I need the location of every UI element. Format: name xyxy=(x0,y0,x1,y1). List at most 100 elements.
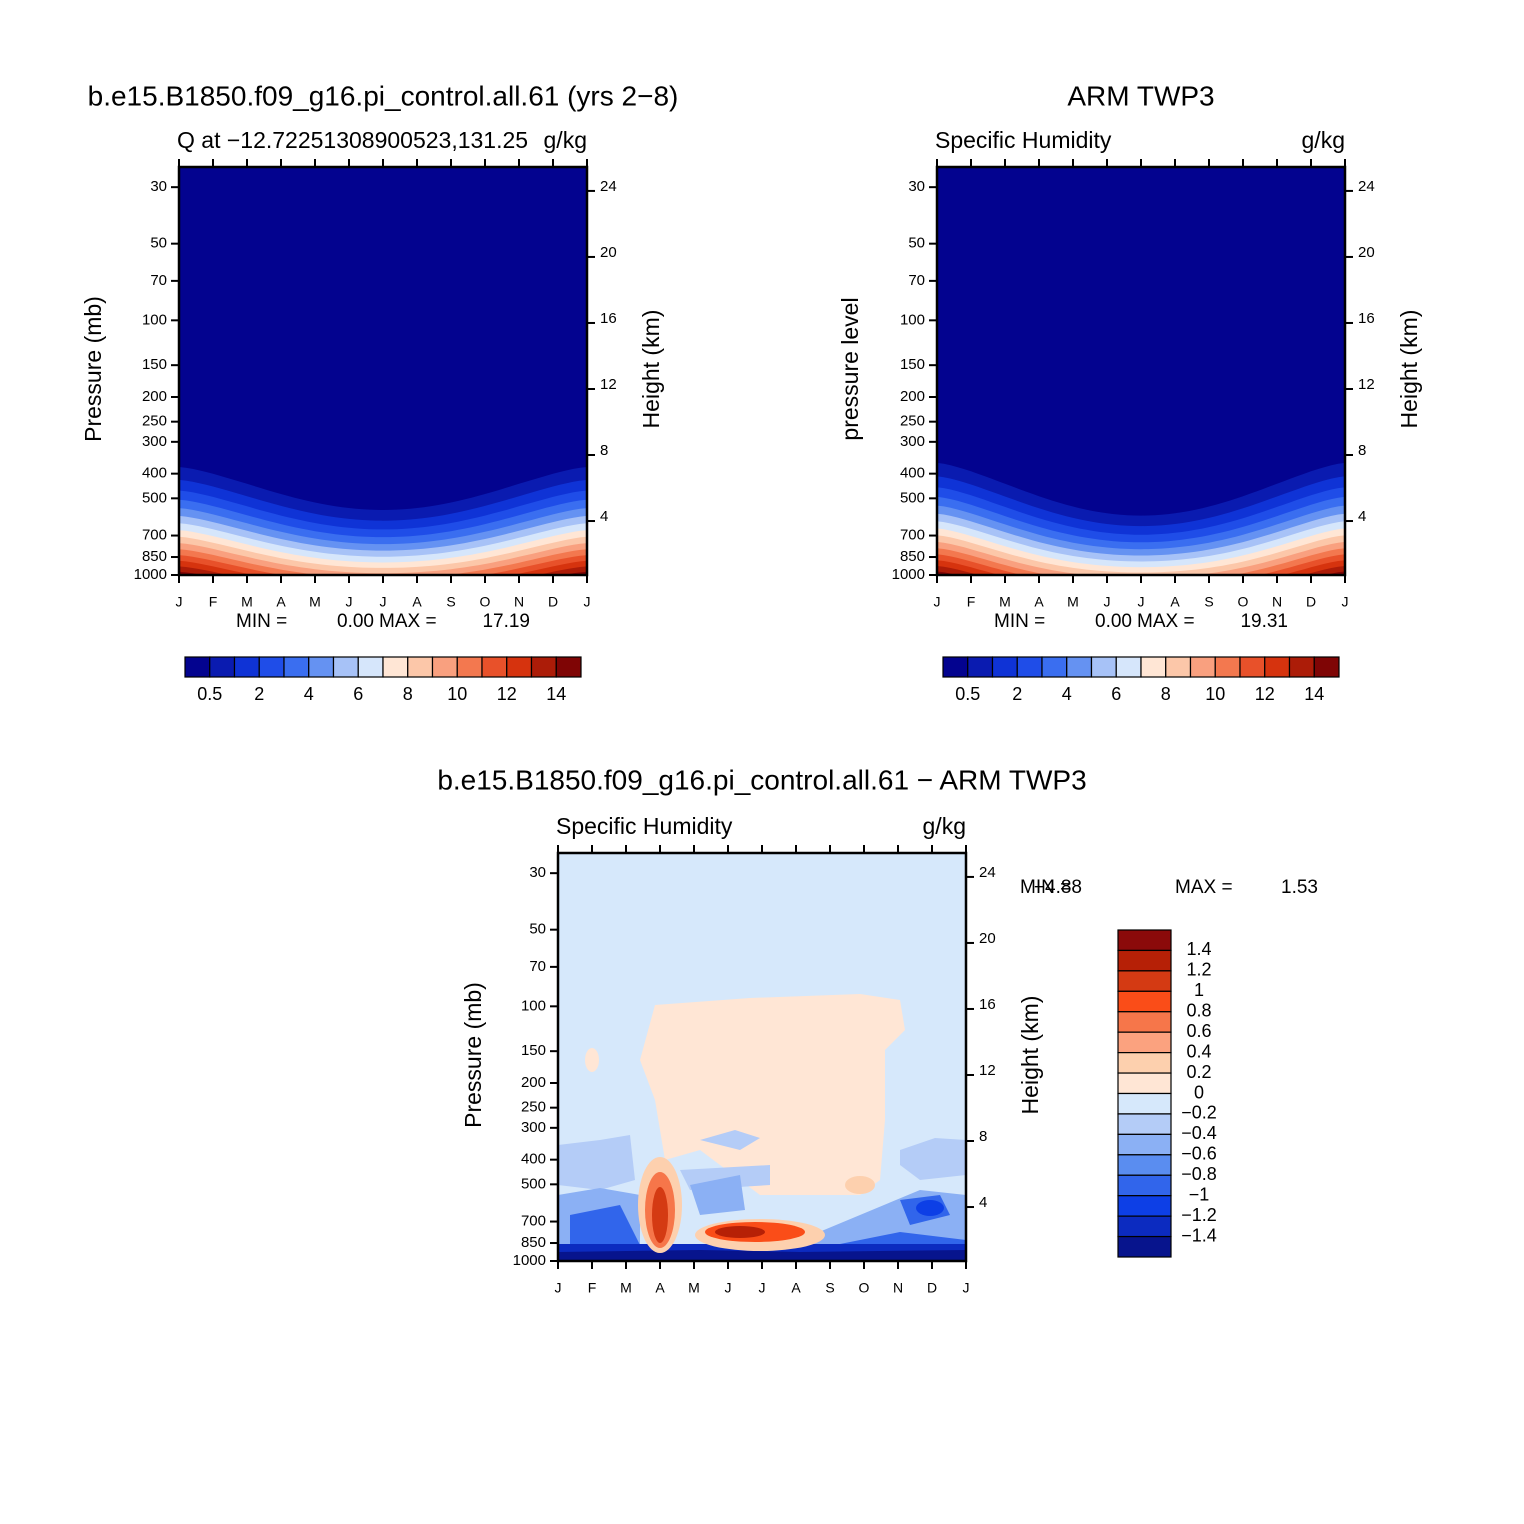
y-axis-label: pressure level xyxy=(837,297,863,440)
colorbar-label: 6 xyxy=(1111,684,1121,704)
colorbar-box xyxy=(1117,1215,1172,1238)
colorbar-box xyxy=(1189,656,1216,678)
colorbar-label: 2 xyxy=(254,684,264,704)
colorbar-box xyxy=(1117,1011,1172,1033)
contour-field xyxy=(558,853,966,1261)
y-tick-label: 200 xyxy=(521,1074,546,1091)
colorbar-box xyxy=(1264,656,1291,678)
y-tick-label: 150 xyxy=(142,356,167,373)
colorbar-label: 0.8 xyxy=(1186,1001,1211,1021)
y-tick-label: 1000 xyxy=(134,566,167,583)
y2-tick-label: 8 xyxy=(1358,442,1366,459)
max-text: MAX = xyxy=(1137,611,1195,632)
colorbar-box xyxy=(184,656,211,678)
y-tick-label: 250 xyxy=(142,413,167,430)
y-tick-label: 400 xyxy=(900,465,925,482)
colorbar-box xyxy=(1288,656,1315,678)
colorbar-box xyxy=(258,656,285,678)
contour-fill xyxy=(179,543,587,575)
colorbar-label: 12 xyxy=(497,684,517,704)
y-tick-label: 70 xyxy=(529,958,546,975)
contour-fill xyxy=(937,560,1345,575)
x-tick-label: J xyxy=(963,1280,970,1296)
colorbar-box xyxy=(1016,656,1043,678)
colorbar-label: 8 xyxy=(403,684,413,704)
colorbar-label: −0.6 xyxy=(1181,1144,1217,1164)
colorbar-box xyxy=(530,656,557,678)
contour-fill xyxy=(558,1175,966,1250)
x-tick-label: J xyxy=(380,594,387,610)
colorbar-box xyxy=(1117,990,1172,1013)
y2-tick-label: 16 xyxy=(600,310,617,327)
contour-fill xyxy=(715,1226,765,1238)
x-tick-label: F xyxy=(967,594,976,610)
colorbar-box xyxy=(1117,1031,1172,1054)
colorbar-box xyxy=(991,656,1018,678)
colorbar-box xyxy=(1041,656,1068,678)
x-tick-label: A xyxy=(276,594,286,610)
x-tick-label: J xyxy=(725,1280,732,1296)
colorbar-box xyxy=(1117,949,1172,972)
contour-fill xyxy=(640,994,905,1195)
y-tick-label: 500 xyxy=(900,489,925,506)
x-tick-label: N xyxy=(514,594,524,610)
x-tick-label: N xyxy=(893,1280,903,1296)
colorbar-box xyxy=(1117,929,1172,952)
y2-tick-label: 20 xyxy=(600,244,617,261)
min-text: MIN = xyxy=(1020,877,1071,898)
colorbar-box xyxy=(1117,1092,1172,1115)
colorbar-box xyxy=(209,656,236,678)
y-axis-label: Pressure (mb) xyxy=(460,982,486,1128)
colorbar-box xyxy=(1117,1113,1172,1135)
subtitle-left: Q at −12.72251308900523,131.25 xyxy=(177,127,528,153)
y2-tick-label: 12 xyxy=(979,1062,996,1079)
colorbar-label: 1.2 xyxy=(1186,960,1211,980)
colorbar-box xyxy=(332,656,359,678)
contour-fill xyxy=(652,1187,668,1243)
colorbar-label: 12 xyxy=(1255,684,1275,704)
colorbar-box xyxy=(1117,1195,1172,1217)
x-tick-label: J xyxy=(1342,594,1349,610)
contour-fill xyxy=(937,535,1345,575)
y2-tick-label: 16 xyxy=(979,996,996,1013)
colorbar-box xyxy=(1117,1174,1172,1197)
colorbar-label: 0.4 xyxy=(1186,1041,1211,1061)
colorbar-label: 0.2 xyxy=(1186,1062,1211,1082)
contour-fill xyxy=(558,1130,966,1190)
y-tick-label: 200 xyxy=(900,388,925,405)
min-value: 0.00 xyxy=(337,611,374,632)
x-tick-label: S xyxy=(825,1280,834,1296)
chart-title: ARM TWP3 xyxy=(1067,80,1214,111)
y2-axis-label: Height (km) xyxy=(1017,996,1043,1115)
colorbar-label: 14 xyxy=(546,684,566,704)
y-tick-label: 50 xyxy=(150,235,167,252)
x-tick-label: A xyxy=(791,1280,801,1296)
colorbar-box xyxy=(1066,656,1093,678)
colorbar-box xyxy=(357,656,384,678)
y2-tick-label: 20 xyxy=(979,930,996,947)
y-tick-label: 300 xyxy=(900,433,925,450)
colorbar-box xyxy=(1117,1235,1172,1258)
x-tick-label: A xyxy=(1034,594,1044,610)
colorbar-box xyxy=(1239,656,1266,678)
y-tick-label: 250 xyxy=(900,413,925,430)
subtitle-right: g/kg xyxy=(1302,127,1345,153)
y-tick-label: 400 xyxy=(142,465,167,482)
y-tick-label: 250 xyxy=(521,1099,546,1116)
y-tick-label: 500 xyxy=(142,489,167,506)
x-tick-label: J xyxy=(759,1280,766,1296)
x-tick-label: D xyxy=(927,1280,937,1296)
colorbar-box xyxy=(308,656,335,678)
x-tick-label: M xyxy=(1067,594,1079,610)
y2-axis-label: Height (km) xyxy=(638,310,664,429)
min-text: MIN = xyxy=(994,611,1045,632)
subtitle-left: Specific Humidity xyxy=(935,127,1112,153)
colorbar-label: 6 xyxy=(353,684,363,704)
x-tick-label: J xyxy=(1104,594,1111,610)
colorbar-label: −0.8 xyxy=(1181,1164,1217,1184)
y-tick-label: 1000 xyxy=(513,1252,546,1269)
colorbar-label: −1.2 xyxy=(1181,1205,1217,1225)
contour-field xyxy=(179,167,587,575)
min-text: MIN = xyxy=(236,611,287,632)
x-tick-label: F xyxy=(209,594,218,610)
